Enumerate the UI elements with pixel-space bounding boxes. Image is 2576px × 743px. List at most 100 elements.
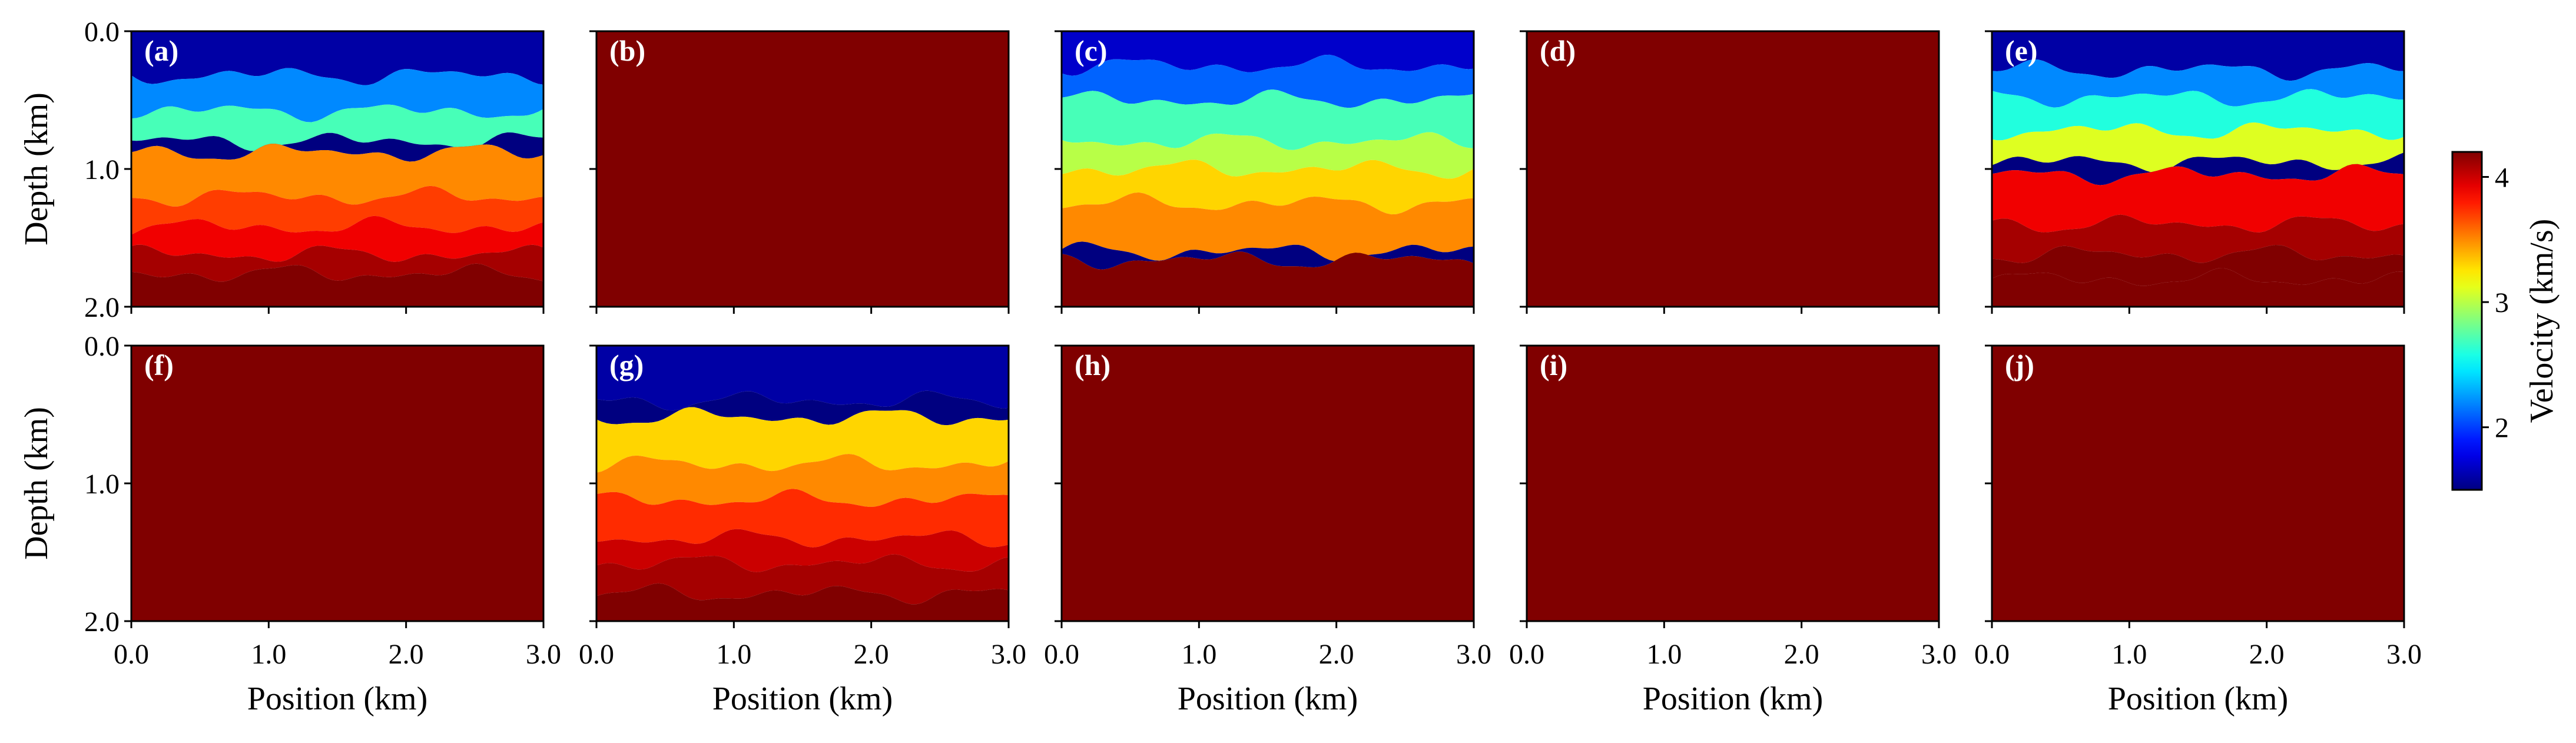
colorbar-tick-label: 4	[2495, 162, 2509, 194]
x-tick-label: 3.0	[991, 639, 1026, 670]
x-tick-label: 2.0	[854, 639, 889, 670]
colorbar-tick-label: 2	[2495, 413, 2509, 444]
layers	[596, 31, 1009, 307]
velocity-layer	[131, 132, 543, 162]
velocity-layer	[1992, 268, 2404, 307]
velocity-layer	[131, 244, 543, 282]
y-tick-label: 1.0	[84, 154, 120, 185]
panel-j: (j) 0.0 1.0 2.0 3.0 Position (km)	[1974, 344, 2422, 717]
velocity-layer	[596, 554, 1009, 605]
velocity-layer	[596, 489, 1009, 548]
panel-e: (e)	[1985, 30, 2405, 314]
panel-label: (a)	[144, 34, 178, 67]
layers	[131, 31, 543, 307]
x-tick-label: 1.0	[716, 639, 751, 670]
x-tick-label: 3.0	[1921, 639, 1957, 670]
panel-label: (b)	[609, 34, 645, 67]
colorbar: 2 3 4 Velocity (km/s)	[2451, 151, 2560, 491]
x-tick-label: 2.0	[389, 639, 424, 670]
velocity-layer	[1062, 251, 1474, 307]
velocity-layer	[1062, 192, 1474, 261]
velocity-layer	[131, 263, 543, 307]
x-tick-label: 0.0	[114, 639, 149, 670]
y-axis-title: Depth (km)	[18, 92, 55, 246]
layers	[1062, 31, 1474, 307]
velocity-layer	[1992, 152, 2404, 185]
x-axis-title: Position (km)	[1643, 681, 1823, 717]
velocity-layer	[1992, 164, 2404, 233]
y-tick-label: 0.0	[84, 16, 120, 48]
velocity-layer	[1062, 89, 1474, 150]
colorbar-gradient	[2452, 152, 2482, 490]
velocity-layer	[1062, 31, 1474, 76]
x-tick-label: 1.0	[2111, 639, 2147, 670]
velocity-layer	[131, 68, 543, 122]
velocity-layer	[1992, 89, 2404, 141]
velocity-layer	[1062, 346, 1474, 621]
velocity-layer	[596, 454, 1009, 507]
x-axis-title: Position (km)	[1178, 681, 1358, 717]
x-axis-title: Position (km)	[247, 681, 427, 717]
x-tick-label: 0.0	[1044, 639, 1079, 670]
layers	[596, 346, 1009, 621]
velocity-layer	[131, 215, 543, 262]
colorbar-label: Velocity (km/s)	[2524, 219, 2560, 423]
x-tick-label: 1.0	[251, 639, 286, 670]
velocity-layer	[596, 31, 1009, 307]
x-tick-label: 1.0	[1181, 639, 1216, 670]
velocity-layer	[596, 390, 1009, 426]
layers	[1527, 346, 1939, 621]
x-tick-label: 2.0	[2249, 639, 2285, 670]
panel-d: (d)	[1520, 30, 1940, 314]
panel-label: (f)	[144, 349, 174, 382]
x-axis-title: Position (km)	[712, 681, 893, 717]
x-tick-label: 0.0	[1509, 639, 1544, 670]
velocity-layer	[1992, 59, 2404, 108]
x-tick-label: 2.0	[1319, 639, 1354, 670]
panels-layer: (a) 0.0 1.0 2.0 Depth (km) (b) (c) (d) (e) (f) 0.0…	[18, 16, 2422, 717]
layers	[1992, 31, 2404, 307]
velocity-layer	[596, 407, 1009, 473]
panel-label: (i)	[1540, 349, 1567, 382]
y-tick-label: 0.0	[84, 331, 120, 362]
velocity-layer	[1527, 346, 1939, 621]
x-tick-label: 3.0	[526, 639, 561, 670]
velocity-layer	[1062, 241, 1474, 270]
velocity-layer	[1062, 54, 1474, 108]
velocity-layer	[596, 529, 1009, 572]
velocity-layer	[1992, 122, 2404, 173]
x-tick-label: 1.0	[1646, 639, 1682, 670]
y-tick-label: 2.0	[84, 292, 120, 323]
layers	[131, 346, 543, 621]
layers	[1992, 346, 2404, 621]
colorbar-tick-label: 3	[2495, 287, 2509, 319]
panel-label: (j)	[2005, 349, 2034, 382]
velocity-layer	[1992, 214, 2404, 263]
panel-b: (b)	[589, 30, 1010, 314]
panel-label: (d)	[1540, 34, 1576, 67]
velocity-layer	[131, 104, 543, 151]
panel-c: (c)	[1055, 30, 1475, 314]
velocity-layer	[1062, 132, 1474, 179]
x-tick-label: 3.0	[1456, 639, 1491, 670]
y-tick-label: 1.0	[84, 469, 120, 500]
panel-label: (e)	[2005, 34, 2038, 67]
velocity-layer	[131, 185, 543, 235]
velocity-layer	[1992, 245, 2404, 286]
panel-label: (g)	[609, 349, 644, 382]
velocity-layer	[1992, 346, 2404, 621]
velocity-layer	[1062, 160, 1474, 215]
panel-g: (g) 0.0 1.0 2.0 3.0 Position (km)	[579, 344, 1026, 717]
x-tick-label: 0.0	[1974, 639, 2010, 670]
y-tick-label: 2.0	[84, 606, 120, 638]
panel-h: (h) 0.0 1.0 2.0 3.0 Position (km)	[1044, 344, 1491, 717]
velocity-layer	[596, 583, 1009, 621]
velocity-layer	[131, 144, 543, 207]
x-axis-title: Position (km)	[2108, 681, 2288, 717]
velocity-layer	[1527, 31, 1939, 307]
panel-label: (c)	[1075, 34, 1108, 67]
x-tick-label: 0.0	[579, 639, 614, 670]
panel-i: (i) 0.0 1.0 2.0 3.0 Position (km)	[1509, 344, 1957, 717]
